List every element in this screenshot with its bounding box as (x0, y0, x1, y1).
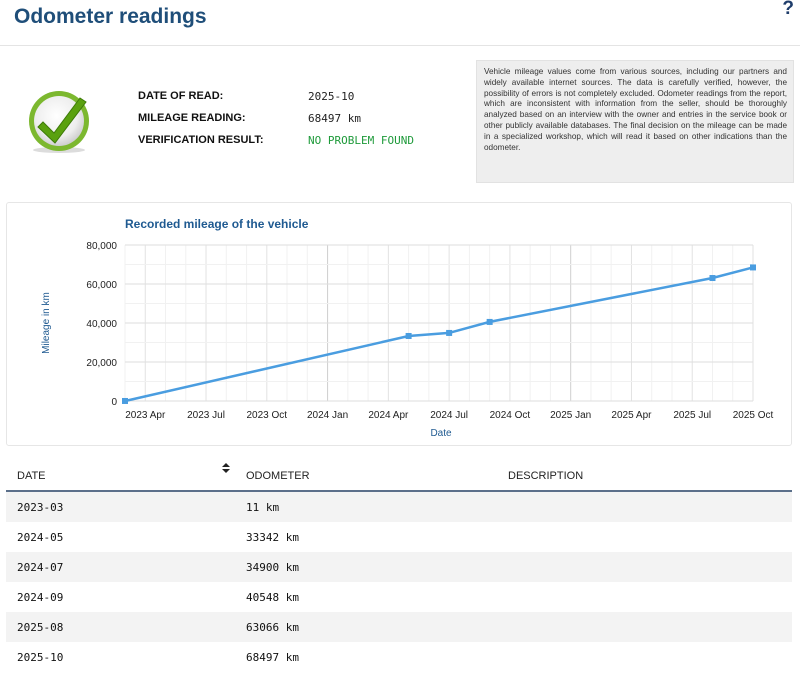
green-checkmark-icon (26, 88, 92, 154)
odometer-table: DATE ODOMETER DESCRIPTION 2023-03 11 km 20… (6, 460, 792, 672)
mileage-reading-value: 68497 km (308, 112, 361, 125)
x-tick-label: 2024 Apr (368, 410, 409, 421)
chart-title: Recorded mileage of the vehicle (125, 217, 309, 231)
table-row: 2024-09 40548 km (6, 582, 792, 612)
page-title: Odometer readings (14, 5, 207, 29)
verification-result-value: NO PROBLEM FOUND (308, 134, 414, 147)
data-point (750, 264, 756, 270)
row-date: 2025-10 (17, 651, 63, 664)
mileage-chart-svg: 0 20,000 40,000 60,000 80,000 2023 Apr 2023 Ju… (7, 203, 793, 447)
row-odometer: 34900 km (246, 561, 299, 574)
row-date: 2024-05 (17, 531, 63, 544)
column-header-odometer: ODOMETER (246, 470, 310, 482)
data-point (487, 319, 493, 325)
row-date: 2025-08 (17, 621, 63, 634)
row-odometer: 11 km (246, 501, 279, 514)
sort-icon[interactable] (222, 463, 230, 475)
x-tick-label: 2023 Oct (247, 410, 288, 421)
x-tick-label: 2025 Oct (733, 410, 774, 421)
x-tick-label: 2023 Apr (125, 410, 166, 421)
x-tick-label: 2024 Jan (307, 410, 348, 421)
data-point (122, 398, 128, 404)
table-row: 2023-03 11 km (6, 492, 792, 522)
verification-result-label: VERIFICATION RESULT: (138, 134, 263, 146)
x-tick-label: 2024 Jul (430, 410, 468, 421)
column-header-description: DESCRIPTION (508, 470, 583, 482)
row-odometer: 68497 km (246, 651, 299, 664)
row-odometer: 33342 km (246, 531, 299, 544)
page-header: Odometer readings ? (0, 0, 800, 46)
y-tick-label: 60,000 (86, 280, 117, 291)
x-tick-label: 2025 Jan (550, 410, 591, 421)
table-row: 2025-10 68497 km (6, 642, 792, 672)
date-of-read-value: 2025-10 (308, 90, 354, 103)
help-icon[interactable]: ? (782, 0, 794, 20)
table-body: 2023-03 11 km 2024-05 33342 km 2024-07 34900 … (6, 492, 792, 672)
date-of-read-label: DATE OF READ: (138, 90, 223, 102)
x-tick-label: 2025 Jul (673, 410, 711, 421)
data-point (446, 330, 452, 336)
x-tick-label: 2025 Apr (611, 410, 652, 421)
mileage-info-note: Vehicle mileage values come from various… (476, 60, 794, 183)
table-row: 2024-05 33342 km (6, 522, 792, 552)
mileage-series-line (125, 267, 753, 401)
row-date: 2023-03 (17, 501, 63, 514)
x-tick-label: 2023 Jul (187, 410, 225, 421)
y-axis-label: Mileage in km (41, 292, 52, 354)
x-axis-label: Date (430, 428, 452, 439)
table-row: 2025-08 63066 km (6, 612, 792, 642)
column-header-date: DATE (17, 470, 46, 482)
row-date: 2024-09 (17, 591, 63, 604)
row-date: 2024-07 (17, 561, 63, 574)
data-point (406, 333, 412, 339)
y-tick-label: 0 (111, 397, 117, 408)
x-tick-label: 2024 Oct (490, 410, 531, 421)
table-row: 2024-07 34900 km (6, 552, 792, 582)
y-tick-label: 40,000 (86, 319, 117, 330)
mileage-reading-label: MILEAGE READING: (138, 112, 246, 124)
table-header: DATE ODOMETER DESCRIPTION (6, 460, 792, 492)
row-odometer: 40548 km (246, 591, 299, 604)
y-tick-label: 80,000 (86, 241, 117, 252)
data-point (709, 275, 715, 281)
y-tick-label: 20,000 (86, 358, 117, 369)
row-odometer: 63066 km (246, 621, 299, 634)
mileage-chart: 0 20,000 40,000 60,000 80,000 2023 Apr 2023 Ju… (6, 202, 792, 446)
